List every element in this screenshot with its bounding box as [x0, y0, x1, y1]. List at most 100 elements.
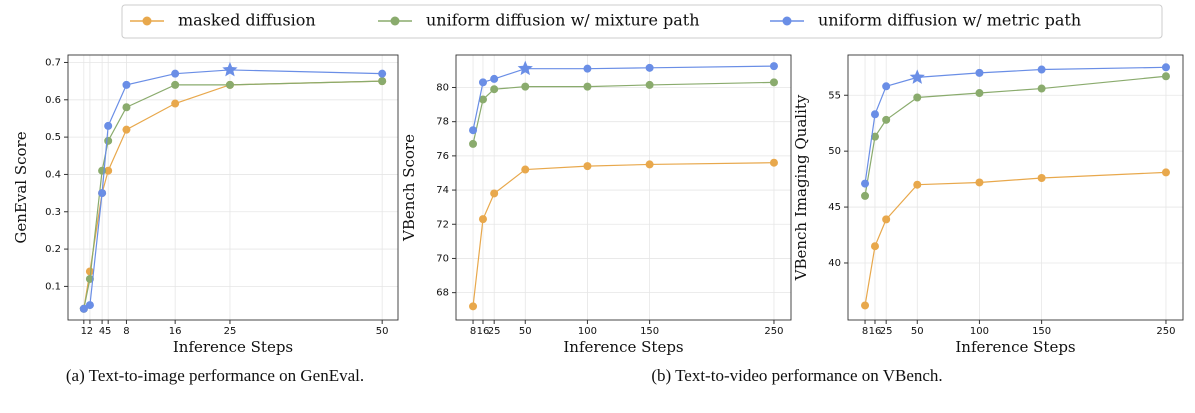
caption: (b) Text-to-video performance on VBench. [651, 366, 942, 385]
series-line [472, 65, 774, 131]
series-line [83, 80, 383, 309]
point [645, 160, 654, 169]
y-tick-label: 74 [436, 185, 449, 196]
legend-box [121, 4, 1163, 39]
star-marker [517, 60, 533, 76]
x-tick-label: 16 [477, 326, 490, 337]
x-tick-label: 100 [578, 326, 597, 337]
y-tick-label: 45 [828, 202, 841, 213]
x-tick-label: 25 [880, 326, 893, 337]
point [913, 180, 922, 189]
x-tick-label: 25 [224, 326, 237, 337]
point [490, 85, 499, 94]
point [882, 82, 891, 91]
point [104, 136, 113, 145]
plot-frame [847, 54, 1184, 321]
y-tick-label: 55 [828, 90, 841, 101]
series-line [472, 162, 774, 307]
point [1037, 65, 1046, 74]
star-marker [909, 69, 925, 84]
point [104, 166, 113, 175]
x-tick-label: 4 [99, 326, 105, 337]
point [490, 74, 499, 83]
star-marker [222, 61, 238, 77]
y-tick-label: 50 [828, 146, 841, 157]
point [861, 191, 870, 200]
point [478, 215, 487, 224]
y-axis-label: VBench Score [400, 134, 418, 242]
legend-marker [782, 16, 792, 26]
y-axis-label: VBench Imaging Quality [792, 94, 810, 281]
legend-label: uniform diffusion w/ mixture path [426, 11, 700, 30]
y-tick-label: 0.3 [45, 207, 61, 218]
x-tick-label: 50 [376, 326, 389, 337]
x-tick-label: 150 [1032, 326, 1051, 337]
y-tick-label: 70 [436, 253, 449, 264]
point [583, 162, 592, 171]
series-line [864, 171, 1166, 306]
x-tick-label: 100 [970, 326, 989, 337]
point [98, 189, 107, 198]
point [769, 78, 778, 87]
point [171, 99, 180, 108]
x-tick-label: 5 [105, 326, 111, 337]
series-line [864, 66, 1166, 184]
y-tick-label: 72 [436, 219, 449, 230]
x-axis-label: Inference Steps [955, 338, 1075, 356]
y-tick-label: 76 [436, 151, 449, 162]
point [645, 63, 654, 72]
series-line [864, 75, 1167, 196]
x-tick-label: 8 [862, 326, 868, 337]
point [85, 274, 94, 283]
point [122, 103, 131, 112]
x-axis-label: Inference Steps [563, 338, 683, 356]
y-tick-label: 78 [436, 117, 449, 128]
point [469, 302, 478, 311]
x-tick-label: 16 [169, 326, 182, 337]
y-tick-label: 80 [436, 82, 449, 93]
x-tick-label: 150 [640, 326, 659, 337]
x-tick-label: 50 [519, 326, 532, 337]
point [583, 82, 592, 91]
x-tick-label: 8 [470, 326, 476, 337]
point [478, 95, 487, 104]
y-tick-label: 0.4 [45, 169, 61, 180]
point [913, 93, 922, 102]
series-line [472, 81, 774, 145]
point [225, 80, 234, 89]
point [1161, 168, 1170, 177]
point [975, 68, 984, 77]
point [378, 77, 387, 86]
point [882, 115, 891, 124]
point [861, 301, 870, 310]
series-line [83, 69, 383, 310]
point [975, 178, 984, 187]
point [171, 69, 180, 78]
y-tick-label: 0.2 [45, 244, 61, 255]
point [478, 78, 487, 87]
point [378, 69, 387, 78]
point [521, 82, 530, 91]
point [870, 132, 879, 141]
y-tick-label: 40 [828, 258, 841, 269]
y-tick-label: 68 [436, 288, 449, 299]
legend-label: masked diffusion [178, 11, 316, 30]
y-axis-label: GenEval Score [12, 131, 30, 243]
x-tick-label: 250 [764, 326, 783, 337]
point [769, 158, 778, 167]
x-tick-label: 50 [911, 326, 924, 337]
point [469, 139, 478, 148]
point [171, 80, 180, 89]
point [104, 121, 113, 130]
series-line [83, 80, 383, 309]
point [645, 80, 654, 89]
x-tick-label: 16 [869, 326, 882, 337]
point [1037, 173, 1046, 182]
point [85, 267, 94, 276]
y-tick-label: 0.1 [45, 281, 61, 292]
x-tick-label: 25 [488, 326, 501, 337]
point [521, 165, 530, 174]
legend-label: uniform diffusion w/ metric path [818, 11, 1081, 30]
point [861, 179, 870, 188]
